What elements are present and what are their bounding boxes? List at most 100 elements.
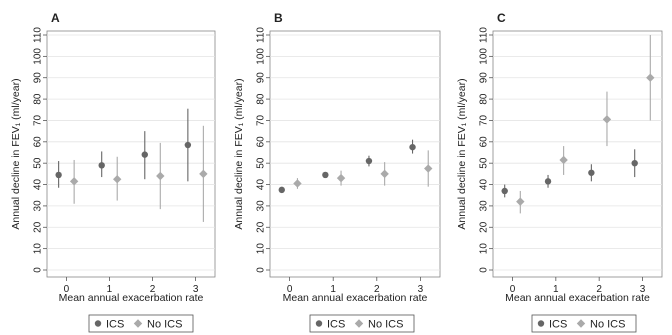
series-ics <box>501 149 638 198</box>
data-point <box>365 157 373 165</box>
x-tick-label: 0 <box>287 284 293 295</box>
data-point <box>141 151 148 158</box>
y-tick-label: 10 <box>33 243 44 255</box>
data-point <box>98 162 105 169</box>
y-tick-label: 20 <box>256 221 267 233</box>
legend-marker-ics <box>537 320 545 327</box>
data-point <box>380 169 389 179</box>
chart-panel-a: 0 10 20 30 40 50 60 70 80 90 100 110 0 1 2 3 A Mean annua… <box>10 11 216 333</box>
y-tick-label: 0 <box>479 267 490 273</box>
data-point <box>322 171 329 179</box>
y-tick-label: 70 <box>33 114 44 126</box>
series-no-ics <box>516 35 655 214</box>
y-tick-label: 30 <box>33 200 44 212</box>
plot-frame <box>492 30 663 278</box>
chart-panel-b: 0 10 20 30 40 50 60 70 80 90 100 110 0 1 2 3 B Mean annua… <box>233 11 441 333</box>
x-tick-label: 2 <box>374 284 380 295</box>
x-tick-label: 3 <box>640 284 646 295</box>
y-tick-label: 70 <box>479 114 490 126</box>
data-point <box>156 171 165 181</box>
panel-label: B <box>274 11 283 25</box>
x-tick-label: 2 <box>150 284 156 295</box>
y-tick-label: 90 <box>256 72 267 84</box>
y-tick-label: 0 <box>33 267 44 273</box>
data-point <box>199 169 208 179</box>
y-tick-label: 100 <box>479 48 490 65</box>
data-point <box>501 187 508 195</box>
data-point <box>424 164 433 173</box>
y-tick-label: 80 <box>33 93 44 105</box>
legend-marker-no-ics <box>576 319 586 328</box>
y-tick-label: 80 <box>479 93 490 105</box>
legend-label: ICS <box>549 319 567 331</box>
y-tick-label: 50 <box>33 157 44 169</box>
x-tick-label: 0 <box>64 284 70 295</box>
chart-panel-c: 0 10 20 30 40 50 60 70 80 90 100 110 0 1 2 3 C Mean annua… <box>456 11 663 333</box>
y-tick-label: 110 <box>33 27 44 43</box>
legend-label: ICS <box>327 319 345 331</box>
x-tick-label: 3 <box>418 284 424 295</box>
y-axis-label: Annual decline in FEV₁ (ml/year) <box>10 78 22 229</box>
legend-marker-ics <box>94 320 102 327</box>
plot-frame <box>46 30 216 278</box>
y-tick-label: 80 <box>256 93 267 105</box>
x-tick-label: 1 <box>107 284 113 295</box>
legend-marker-no-ics <box>133 319 143 328</box>
data-point <box>55 171 62 179</box>
panel-label: A <box>51 11 60 25</box>
y-tick-label: 100 <box>33 48 44 65</box>
y-tick-label: 60 <box>33 136 44 148</box>
y-tick-label: 50 <box>479 157 490 169</box>
y-tick-label: 90 <box>33 72 44 84</box>
plot-frame <box>269 30 441 278</box>
x-tick-label: 3 <box>193 284 199 295</box>
legend: ICS No ICS <box>309 314 415 333</box>
data-point <box>293 179 302 188</box>
y-tick-label: 110 <box>479 27 490 43</box>
legend-label: ICS <box>106 319 124 331</box>
x-tick-label: 1 <box>553 284 559 295</box>
y-tick-label: 100 <box>256 48 267 65</box>
series-no-ics <box>69 125 208 222</box>
x-axis-label: Mean annual exacerbation rate <box>59 292 204 304</box>
y-tick-label: 20 <box>33 221 44 233</box>
data-point <box>516 197 525 206</box>
x-tick-label: 1 <box>330 284 336 295</box>
data-point <box>278 186 285 194</box>
y-tick-label: 20 <box>479 221 490 233</box>
legend-marker-ics <box>315 320 323 327</box>
y-tick-label: 40 <box>479 179 490 191</box>
y-tick-label: 90 <box>479 72 490 84</box>
legend-label: No ICS <box>368 319 403 331</box>
data-point <box>602 115 612 124</box>
panel-label: C <box>497 11 506 25</box>
y-tick-label: 70 <box>256 114 267 126</box>
legend-marker-no-ics <box>354 319 364 328</box>
y-tick-label: 10 <box>256 243 267 255</box>
data-point <box>113 175 122 184</box>
data-point <box>544 178 552 185</box>
data-point <box>646 73 655 82</box>
y-tick-label: 10 <box>479 243 490 255</box>
x-axis-label: Mean annual exacerbation rate <box>505 292 650 304</box>
series-ics <box>55 108 192 188</box>
x-tick-label: 0 <box>510 284 516 295</box>
data-point <box>69 177 79 186</box>
y-tick-label: 50 <box>256 157 267 169</box>
data-point <box>184 141 192 149</box>
data-point <box>409 143 416 151</box>
legend: ICS No ICS <box>88 314 194 333</box>
y-tick-label: 60 <box>479 136 490 148</box>
x-axis-label: Mean annual exacerbation rate <box>283 292 428 304</box>
data-point <box>559 155 568 165</box>
data-point <box>336 173 346 183</box>
data-point <box>588 169 595 176</box>
y-tick-label: 60 <box>256 136 267 148</box>
legend: ICS No ICS <box>531 314 637 333</box>
y-tick-label: 110 <box>256 27 267 43</box>
x-tick-label: 2 <box>596 284 602 295</box>
y-tick-label: 0 <box>256 267 267 273</box>
legend-label: No ICS <box>590 319 625 331</box>
y-tick-label: 30 <box>256 200 267 212</box>
